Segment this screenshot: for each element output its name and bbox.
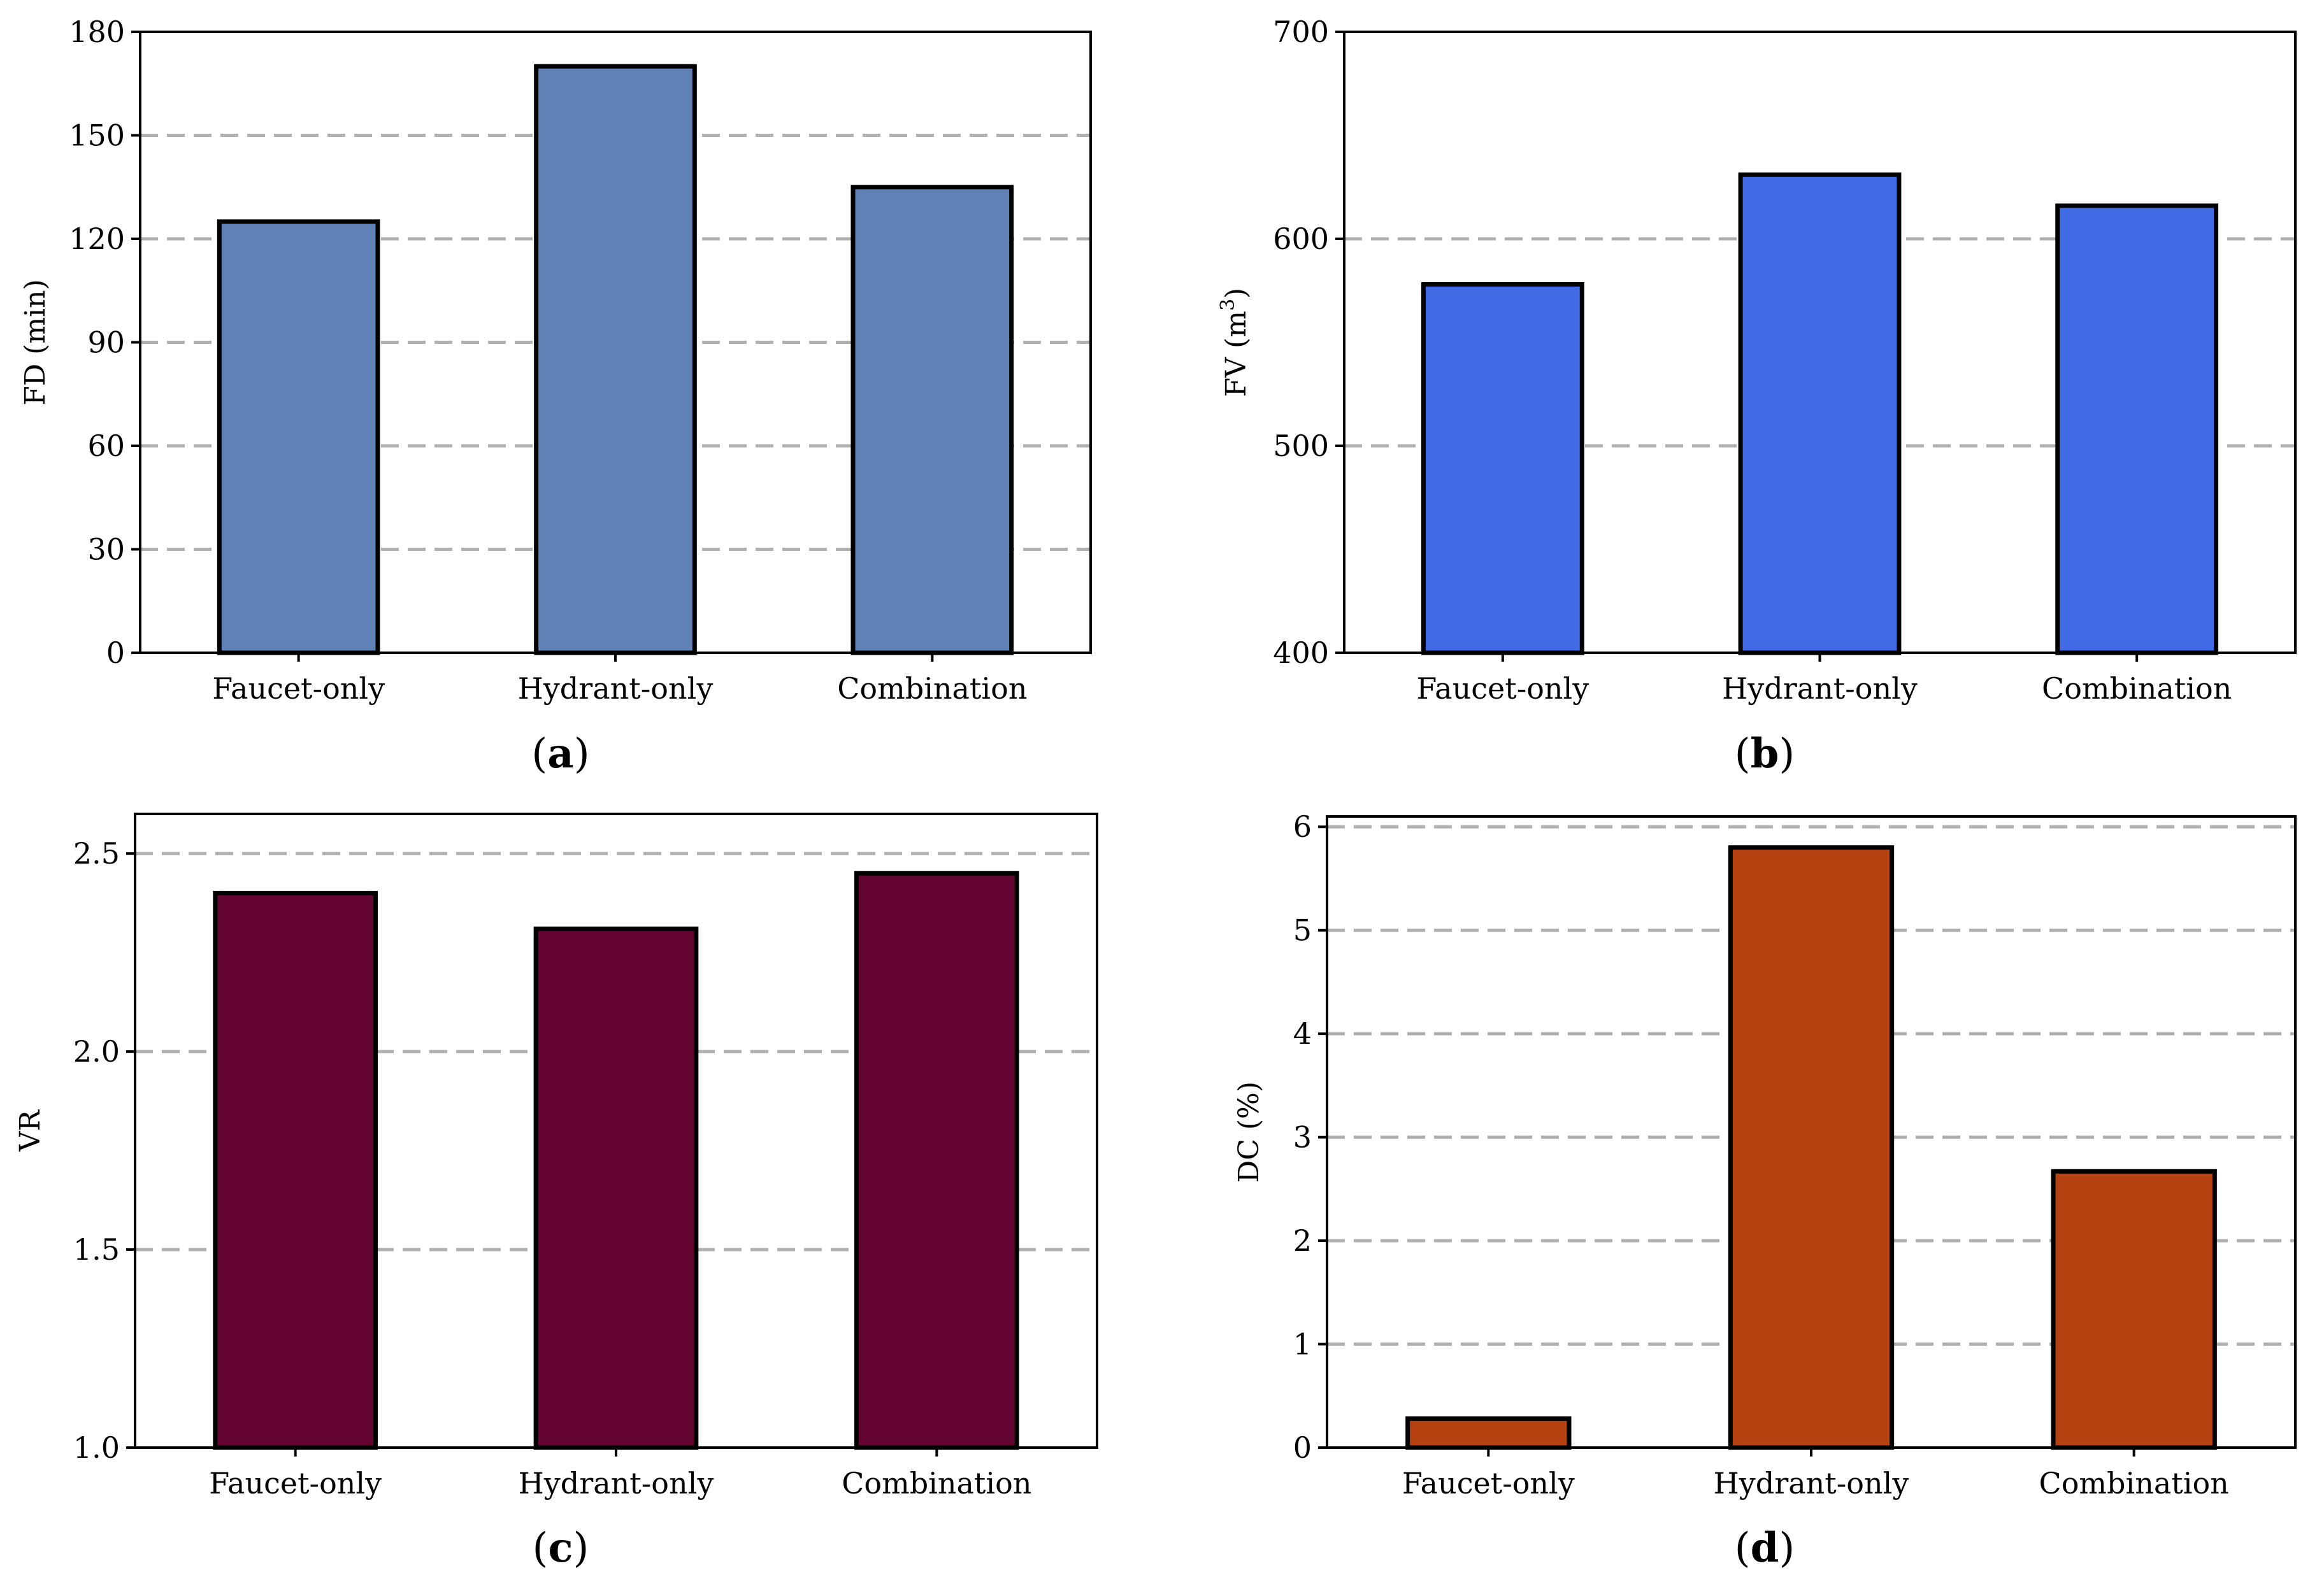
bar-hydrant-only — [534, 64, 697, 655]
x-tick-label: Hydrant-only — [1714, 1466, 1909, 1500]
y-tick-label: 6 — [1293, 809, 1312, 844]
panel-caption: (c) — [533, 1524, 589, 1572]
x-tick-label: Faucet-only — [1402, 1466, 1575, 1500]
y-tick-label: 1.5 — [73, 1232, 120, 1267]
panel-d: Faucet-only Hydrant-only Combination 0 1 2 3 4 5… — [1233, 809, 2297, 1572]
bar-faucet-only — [217, 219, 380, 655]
plot-frame — [1326, 815, 2297, 1449]
y-tick-label: 180 — [69, 15, 125, 49]
y-tick-label: 600 — [1273, 222, 1329, 256]
y-axis-label: FD (min) — [19, 279, 52, 405]
bar-combination — [850, 185, 1014, 655]
x-tick-label: Combination — [842, 1466, 1031, 1500]
x-tick-label: Hydrant-only — [518, 671, 714, 706]
x-tick-label: Faucet-only — [1416, 671, 1589, 706]
y-tick-label: 3 — [1293, 1120, 1312, 1155]
y-tick-label: 2.5 — [73, 836, 120, 871]
bar-combination — [2055, 203, 2219, 655]
panel-c: Faucet-only Hydrant-only Combination 1.0 1.5… — [14, 813, 1098, 1572]
x-tick-label: Combination — [2042, 671, 2232, 706]
panel-caption: (d) — [1735, 1524, 1795, 1572]
y-tick-label: 30 — [87, 532, 125, 567]
plot-frame — [134, 813, 1098, 1449]
panel-a: Faucet-only Hydrant-only Combination 0 30 60 9… — [19, 15, 1092, 778]
y-tick-label: 5 — [1293, 913, 1312, 948]
y-tick-label: 4 — [1293, 1016, 1312, 1051]
y-tick-label: 400 — [1273, 636, 1329, 670]
plot-frame — [1343, 31, 2297, 654]
x-tick-label: Combination — [837, 671, 1027, 706]
bar-hydrant-only — [533, 926, 699, 1450]
y-tick-label: 1 — [1293, 1327, 1312, 1362]
y-tick-label: 0 — [106, 636, 125, 670]
panel-caption: (b) — [1735, 730, 1795, 778]
y-tick-label: 60 — [87, 429, 125, 463]
y-tick-label: 0 — [1293, 1430, 1312, 1465]
y-tick-label: 150 — [69, 118, 125, 153]
panel-b: Faucet-only Hydrant-only Combination 400 500… — [1217, 15, 2297, 778]
y-tick-label: 90 — [87, 325, 125, 360]
x-tick-label: Faucet-only — [212, 671, 385, 706]
y-axis-label: DC (%) — [1233, 1081, 1265, 1183]
bar-combination — [2051, 1169, 2217, 1450]
y-tick-label: 500 — [1273, 429, 1329, 463]
y-tick-label: 2.0 — [73, 1034, 120, 1069]
x-tick-label: Combination — [2039, 1466, 2229, 1500]
y-tick-label: 2 — [1293, 1223, 1312, 1258]
panel-caption: (a) — [531, 730, 589, 778]
y-tick-label: 1.0 — [73, 1430, 120, 1465]
bar-faucet-only — [1421, 282, 1584, 655]
y-axis-label: VR — [14, 1109, 47, 1152]
bar-faucet-only — [1405, 1416, 1572, 1450]
bar-faucet-only — [213, 890, 378, 1450]
y-axis-label: FV (m3) — [1217, 288, 1252, 397]
y-tick-label: 700 — [1273, 15, 1329, 49]
y-tick-label: 120 — [69, 222, 125, 256]
x-tick-label: Faucet-only — [209, 1466, 382, 1500]
x-tick-label: Hydrant-only — [1722, 671, 1918, 706]
bar-hydrant-only — [1738, 172, 1902, 655]
x-tick-label: Hydrant-only — [519, 1466, 714, 1500]
bar-hydrant-only — [1728, 845, 1895, 1450]
bar-combination — [854, 871, 1019, 1450]
